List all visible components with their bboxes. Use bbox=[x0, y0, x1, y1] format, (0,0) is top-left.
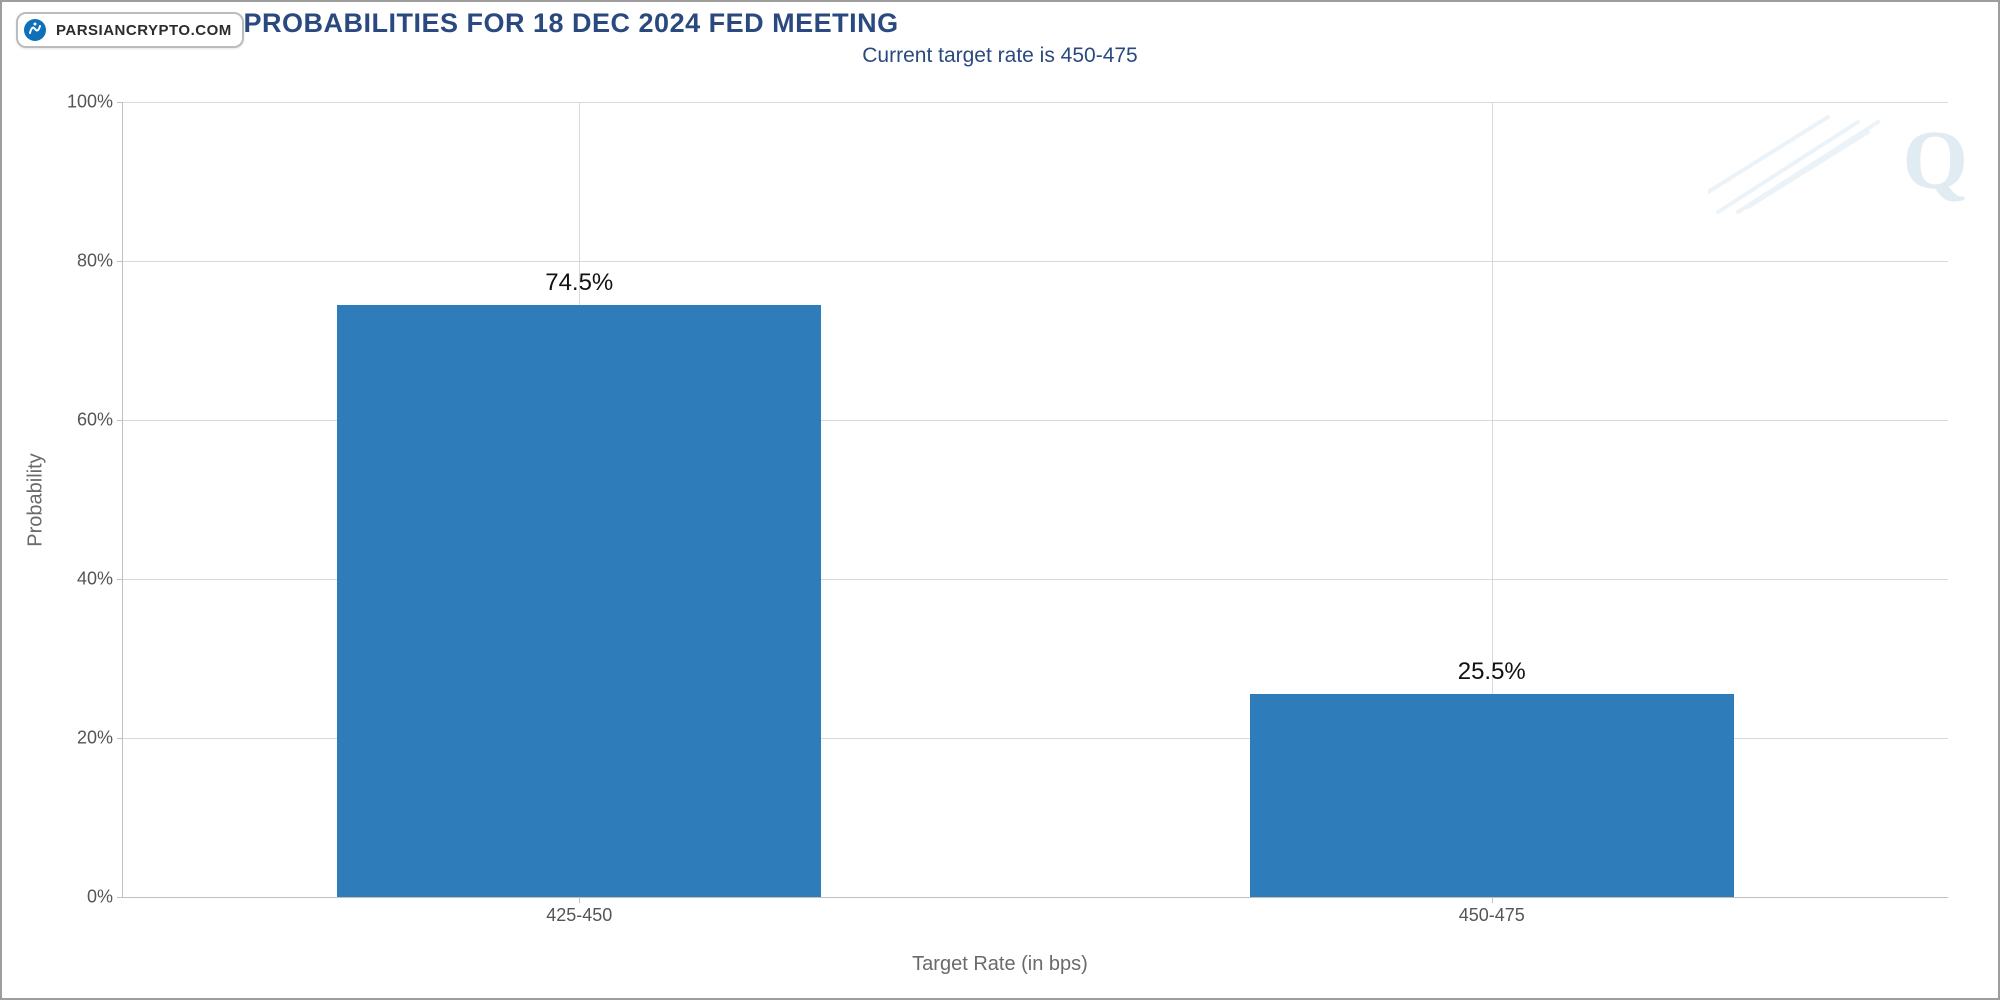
site-badge-icon bbox=[22, 17, 48, 43]
plot-area: 0%20%40%60%80%100%74.5%425-45025.5%450-4… bbox=[122, 102, 1948, 898]
x-axis-label: Target Rate (in bps) bbox=[2, 953, 1998, 976]
bar bbox=[337, 305, 821, 897]
y-tick-label: 60% bbox=[77, 410, 123, 431]
y-tick-label: 0% bbox=[87, 887, 123, 908]
y-tick-label: 20% bbox=[77, 728, 123, 749]
bar-value-label: 25.5% bbox=[1392, 658, 1592, 686]
y-tick-label: 40% bbox=[77, 569, 123, 590]
site-badge: PARSIANCRYPTO.COM bbox=[16, 12, 244, 48]
bar bbox=[1250, 694, 1734, 897]
bar-value-label: 74.5% bbox=[479, 269, 679, 297]
chart-subtitle: Current target rate is 450-475 bbox=[2, 44, 1998, 68]
y-axis-label: Probability bbox=[25, 453, 48, 546]
x-tick-label: 450-475 bbox=[1459, 897, 1525, 926]
chart-container: Q TARGET RATE PROBABILITIES FOR 18 DEC 2… bbox=[0, 0, 2000, 1000]
site-badge-text: PARSIANCRYPTO.COM bbox=[56, 22, 232, 39]
x-tick-label: 425-450 bbox=[546, 897, 612, 926]
gridline bbox=[123, 261, 1948, 262]
y-tick-label: 100% bbox=[67, 92, 123, 113]
y-tick-label: 80% bbox=[77, 251, 123, 272]
gridline bbox=[123, 102, 1948, 103]
